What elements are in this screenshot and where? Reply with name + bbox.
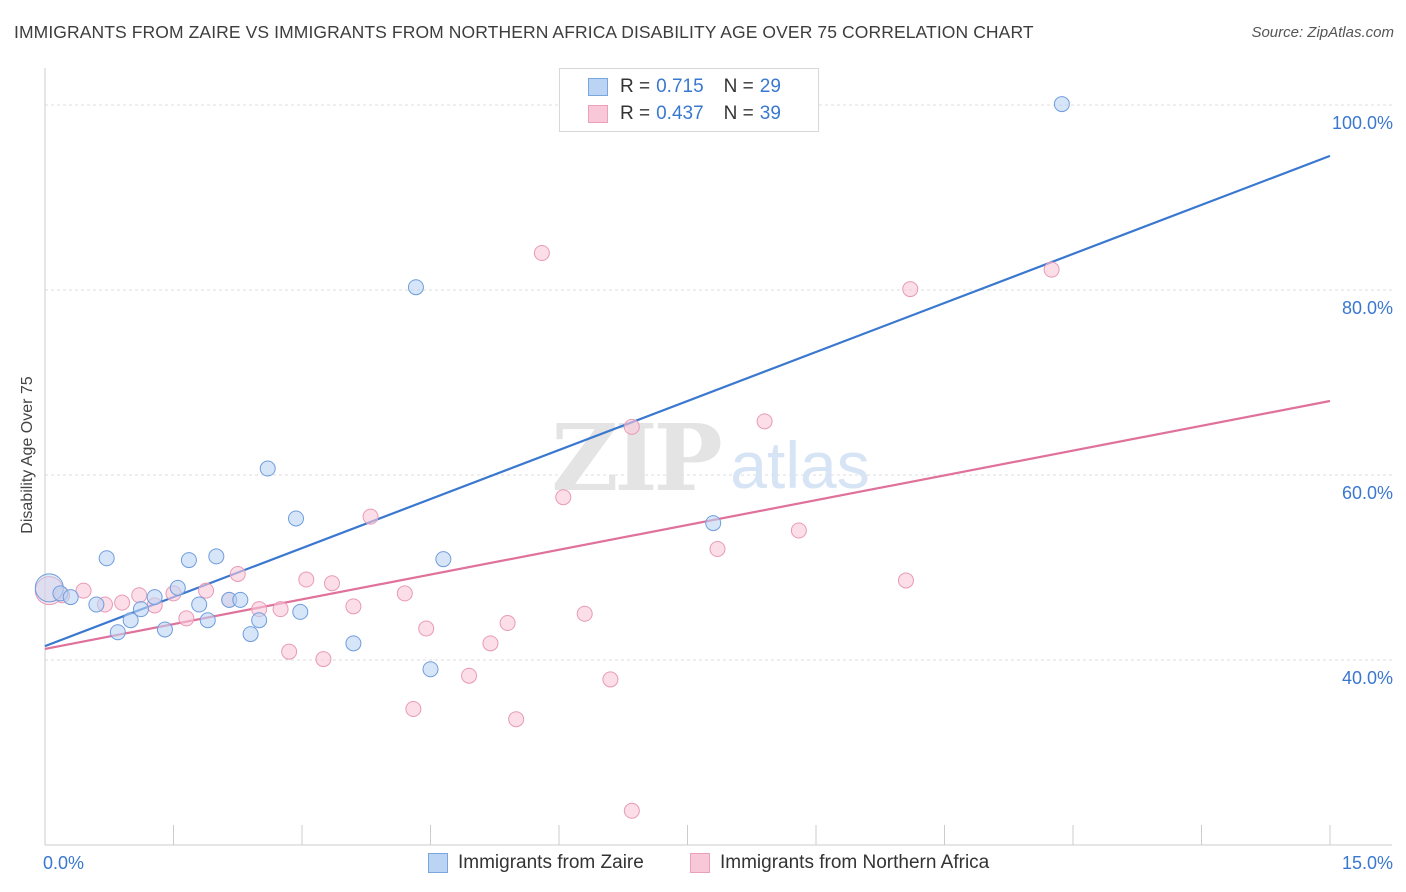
point-north-africa [229,565,246,582]
series-swatch-north-africa [690,853,710,873]
point-north-africa [298,571,315,588]
point-north-africa [576,605,593,622]
legend-r-label: R = [620,103,651,124]
point-zaire [1053,96,1070,113]
point-zaire [251,612,268,629]
point-north-africa [114,594,131,611]
point-north-africa [131,587,148,604]
series-name-zaire: Immigrants from Zaire [458,852,644,873]
point-zaire [146,589,163,606]
point-zaire [156,621,173,638]
point-north-africa [315,651,332,668]
point-zaire [345,635,362,652]
point-zaire [180,552,197,569]
legend-r-label: R = [620,76,651,97]
point-north-africa [405,701,422,718]
point-north-africa [178,610,195,627]
legend-swatch-zaire [588,78,608,96]
point-zaire [288,510,305,527]
point-north-africa [272,601,289,618]
point-zaire [242,626,259,643]
axes [44,68,1392,846]
point-zaire [259,460,276,477]
legend-n-label: N = [723,76,754,97]
point-north-africa [756,413,773,430]
point-north-africa [281,643,298,660]
point-north-africa [602,671,619,688]
point-zaire [199,612,216,629]
point-zaire [62,589,79,606]
trend-line-zaire [44,154,1331,648]
y-tick-label: 40.0% [1342,668,1393,688]
legend-row-zaire: R = 0.715 N = 29 [560,74,781,100]
point-north-africa [482,635,499,652]
point-zaire [705,515,722,532]
legend-n-value-north-africa: 39 [759,103,781,124]
point-north-africa [75,582,92,599]
point-north-africa [623,418,640,435]
point-zaire [169,579,186,596]
point-north-africa [323,575,340,592]
point-north-africa [902,281,919,298]
y-tick-label: 80.0% [1342,298,1393,318]
point-north-africa [198,582,215,599]
point-north-africa [499,615,516,631]
point-zaire [208,548,225,565]
point-north-africa [418,620,435,637]
legend-n-label: N = [723,103,754,124]
series-legend-north-africa: Immigrants from Northern Africa [690,852,989,874]
y-axis-label: Disability Age Over 75 [19,376,36,534]
point-north-africa [508,711,525,728]
legend-r-value-north-africa: 0.437 [656,103,704,124]
tick-labels: 40.0% 60.0% 80.0% 100.0% 0.0% 15.0% [43,113,1393,873]
legend-row-north-africa: R = 0.437 N = 39 [560,101,781,127]
point-zaire [292,603,309,620]
legend-r-value-zaire: 0.715 [656,76,704,97]
legend-swatch-north-africa [588,105,608,123]
point-north-africa [790,522,807,539]
stats-legend: R = 0.715 N = 29 R = 0.437 N = 39 [559,68,819,132]
point-zaire [122,612,139,629]
point-north-africa [897,572,914,589]
chart-title: IMMIGRANTS FROM ZAIRE VS IMMIGRANTS FROM… [14,22,1034,42]
point-zaire [407,279,424,296]
point-zaire [191,596,208,613]
point-zaire [88,596,105,613]
point-north-africa [709,541,726,557]
point-zaire [109,624,126,641]
point-north-africa [623,802,640,819]
point-north-africa [1043,261,1060,278]
y-tick-label: 100.0% [1332,113,1393,133]
y-tick-label: 60.0% [1342,483,1393,503]
x-tick-label-max: 15.0% [1342,853,1393,873]
point-north-africa [555,489,572,506]
series-name-north-africa: Immigrants from Northern Africa [720,852,990,873]
watermark-atlas: atlas [730,428,869,502]
point-north-africa [461,667,478,684]
legend-n-value-zaire: 29 [759,76,781,97]
watermark: ZIP atlas [551,404,869,512]
point-zaire [232,591,249,608]
series-legend-zaire: Immigrants from Zaire [428,852,644,874]
data-points [34,96,1070,819]
point-north-africa [362,508,379,525]
gridlines [45,104,1392,661]
point-north-africa [345,598,362,615]
point-zaire [98,550,115,567]
x-tick-label-min: 0.0% [43,853,84,873]
source-label: Source: ZipAtlas.com [1251,24,1394,41]
point-zaire [132,601,149,618]
series-swatch-zaire [428,853,448,873]
point-north-africa [533,245,550,261]
point-zaire [422,661,439,678]
point-north-africa [396,585,413,602]
point-zaire [435,551,452,568]
